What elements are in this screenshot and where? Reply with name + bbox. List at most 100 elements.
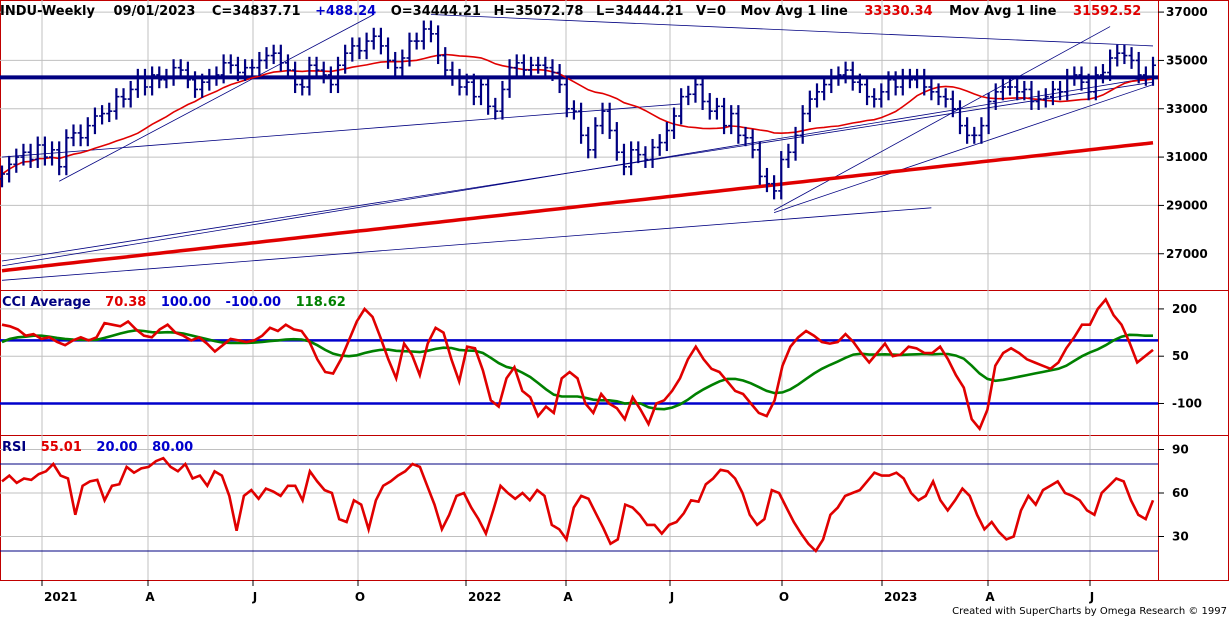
price-bar xyxy=(163,68,170,89)
price-bar xyxy=(528,56,535,79)
price-bar xyxy=(263,47,270,69)
price-bar xyxy=(6,155,13,183)
price-bar xyxy=(628,141,635,176)
price-bar xyxy=(91,107,98,135)
price-bar xyxy=(1042,88,1049,108)
price-bar xyxy=(1150,56,1156,86)
price-bar xyxy=(1078,66,1085,91)
price-bar xyxy=(1135,51,1142,84)
moving-average-long xyxy=(1,141,1154,273)
price-tick-label: 27000 xyxy=(1166,247,1208,261)
price-bar xyxy=(964,117,971,144)
price-tick-label: 31000 xyxy=(1166,150,1208,164)
x-tick-label: J xyxy=(252,590,257,604)
cci-label: CCI Average xyxy=(2,295,91,310)
price-bar xyxy=(327,66,334,94)
price-bar xyxy=(1021,80,1028,101)
rsi-label: RSI xyxy=(2,440,26,455)
price-bar xyxy=(84,117,91,147)
price-bar xyxy=(306,56,313,96)
price-bar xyxy=(1014,78,1021,101)
price-bar xyxy=(141,68,148,96)
cci-avg: 118.62 xyxy=(296,295,346,310)
price-bar xyxy=(427,20,434,43)
price-bar xyxy=(392,51,399,77)
price-bar xyxy=(842,61,849,84)
price-bar xyxy=(356,37,363,60)
header-volume: V=0 xyxy=(696,4,726,19)
rsi-line xyxy=(1,456,1155,554)
x-tick-label: 2021 xyxy=(44,590,77,604)
price-bar xyxy=(292,61,299,94)
price-bar xyxy=(1064,68,1071,101)
price-bar xyxy=(828,68,835,94)
rsi-panel xyxy=(0,456,1158,554)
rsi-tick-label: 60 xyxy=(1172,486,1189,500)
price-bar xyxy=(749,129,756,159)
rsi-tick-label: 90 xyxy=(1172,443,1189,457)
price-bar xyxy=(477,76,484,106)
price-bar xyxy=(642,146,649,168)
price-bar xyxy=(556,64,563,94)
price-bar xyxy=(49,141,56,166)
price-bar xyxy=(99,105,106,125)
price-bar xyxy=(313,56,320,79)
price-bar xyxy=(771,175,778,200)
price-bar xyxy=(199,73,206,98)
price-bar xyxy=(649,138,656,168)
cci-panel xyxy=(0,297,1158,432)
trendline xyxy=(1,81,1154,262)
header-low: L=34444.21 xyxy=(596,4,683,19)
price-bar xyxy=(906,68,913,89)
rsi-lower: 20.00 xyxy=(96,440,137,455)
price-bar xyxy=(20,143,27,166)
price-bar xyxy=(1071,66,1078,86)
cci-value: 70.38 xyxy=(105,295,146,310)
price-bar xyxy=(742,126,749,147)
price-bar xyxy=(77,124,84,147)
cci-tick-label: 50 xyxy=(1172,349,1189,363)
price-bar xyxy=(456,68,463,96)
cci-header: CCI Average 70.38 100.00 -100.00 118.62 xyxy=(2,295,346,310)
price-bar xyxy=(413,32,420,50)
price-bar xyxy=(992,83,999,110)
price-bar xyxy=(1049,80,1056,106)
price-bar xyxy=(499,80,506,120)
price-bar xyxy=(892,71,899,96)
price-bar xyxy=(799,105,806,144)
price-bar xyxy=(320,61,327,84)
price-bar xyxy=(370,27,377,50)
axis-labels: 2021 A J O 2022 A J O 2023 A J 27000 29000 31000 33000… xyxy=(41,5,1208,604)
price-bar xyxy=(106,102,113,123)
price-header: INDU-Weekly 09/01/2023 C=34837.71 +488.2… xyxy=(0,4,1141,19)
rsi-value: 55.01 xyxy=(41,440,82,455)
price-bar xyxy=(377,27,384,55)
price-bar xyxy=(778,151,785,200)
price-bar xyxy=(813,83,820,108)
trendline xyxy=(430,14,1154,47)
price-bar xyxy=(620,143,627,176)
price-bar xyxy=(192,71,199,98)
trendline xyxy=(773,84,1154,214)
price-bar xyxy=(227,54,234,74)
price-bar xyxy=(485,76,492,115)
price-bar xyxy=(41,136,48,166)
price-bar xyxy=(756,141,763,185)
price-bar xyxy=(735,105,742,144)
trendline xyxy=(1,207,932,281)
price-bar xyxy=(284,54,291,79)
price-bar xyxy=(385,37,392,69)
price-bar xyxy=(713,97,720,120)
price-bar xyxy=(435,25,442,65)
header-open: O=34444.21 xyxy=(391,4,481,19)
price-bar xyxy=(256,51,263,77)
price-bar xyxy=(613,122,620,161)
price-bar xyxy=(63,129,70,176)
price-bar xyxy=(535,56,542,74)
price-bar xyxy=(864,76,871,106)
price-bar xyxy=(699,76,706,110)
price-bar xyxy=(792,126,799,161)
price-bar xyxy=(13,148,20,173)
price-bar xyxy=(671,107,678,139)
